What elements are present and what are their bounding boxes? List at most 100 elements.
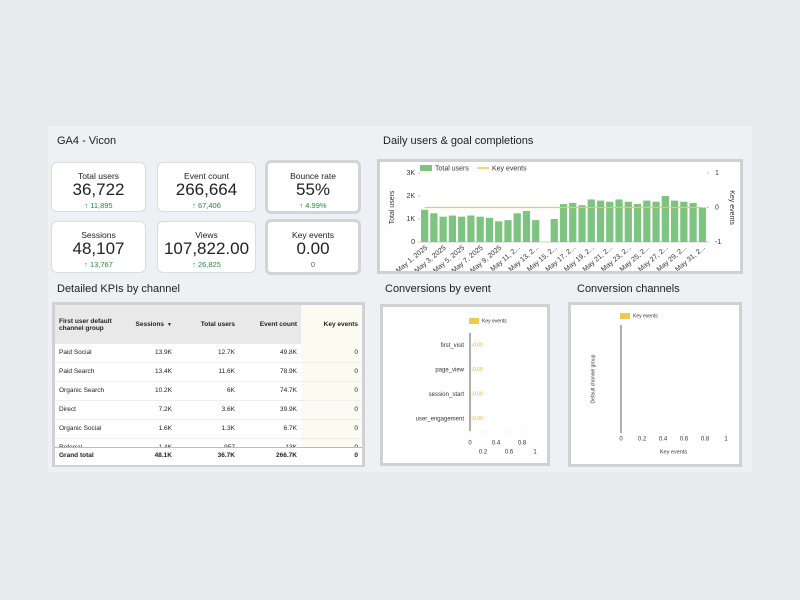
chart: Key events 0 0.2 0.4 0.6 0.8 1 Key events Defaul…: [590, 313, 728, 455]
bar: [559, 204, 568, 242]
x-tick-label: 1: [533, 450, 537, 456]
table-row: Referral1.4K95713K0: [55, 439, 362, 447]
x-tick-label: 0.2: [479, 450, 488, 456]
chart-card: Total users Key events Total users Key even…: [377, 159, 743, 274]
bar: [689, 202, 697, 242]
table-total-row: Grand total 48.1K 36.7K 266.7K 0: [55, 447, 362, 465]
bar: [615, 199, 623, 242]
y-tick-label: 2K: [406, 193, 415, 200]
kpi-label: Total users: [77, 171, 120, 181]
y-axis-label: Default channel group: [590, 354, 596, 403]
column-header[interactable]: First user default channel group: [55, 305, 121, 344]
legend-swatch: [620, 313, 630, 319]
y2-tick-label: 0: [715, 204, 719, 211]
x-tick-label: 0.2: [638, 437, 647, 443]
bar: [624, 201, 632, 242]
bar: [606, 201, 614, 242]
kpi-value: 36,722: [72, 180, 125, 199]
legend-label: Total users: [435, 165, 469, 172]
bar: [578, 205, 586, 242]
kpi-value: 107,822.00: [163, 239, 250, 258]
y-tick-label: session_start: [429, 392, 465, 398]
table-cell: 0: [301, 344, 362, 362]
table-body: Paid Social 13.9K 12.7K 49.8K 0 Paid Search 13…: [55, 344, 362, 447]
y-tick-label: 0: [411, 239, 415, 246]
column-header[interactable]: Sessions ▼: [121, 305, 176, 344]
table-cell: 0: [301, 401, 362, 419]
kpi-card: Bounce rate 55% ↑ 4.99%: [268, 163, 358, 211]
kpi-label: Sessions: [81, 230, 116, 240]
up-arrow-icon: ↑: [192, 201, 198, 210]
y-tick-label: 1K: [406, 216, 415, 223]
bar: [633, 204, 642, 242]
table-row: Direct 7.2K 3.6K 39.9K 0: [55, 401, 362, 420]
up-arrow-icon: ↑: [299, 201, 306, 210]
kpi-change: ↑ 11,895: [52, 201, 145, 210]
column-header[interactable]: Total users: [176, 305, 239, 344]
table-row: Organic Social 1.6K 1.3K 6.7K 0: [55, 420, 362, 439]
up-arrow-icon: ↑: [192, 260, 198, 269]
chart-card: Key events 0 0.2 0.4 0.6 0.8 1 Key events Defaul…: [568, 302, 742, 467]
y-tick-label: page_view: [435, 367, 464, 373]
kpi-label: Views: [195, 230, 218, 240]
bar: [421, 209, 429, 242]
column-header-text: Event count: [259, 321, 297, 328]
kpi-card: Sessions 48,107 ↑ 13,767: [52, 222, 145, 272]
bar: [680, 201, 688, 242]
kpi-comparison: 0: [310, 260, 316, 269]
y2-axis-label: Key events: [728, 190, 735, 225]
table-cell: Paid Social: [59, 349, 92, 356]
column-header[interactable]: Key events: [301, 305, 362, 344]
kpi-value: 48,107: [72, 239, 125, 258]
table-cell: 0: [301, 439, 362, 447]
up-arrow-icon: ↑: [84, 260, 90, 269]
table-cell: 74.7K: [280, 387, 297, 394]
chart-title: Conversion channels: [577, 283, 680, 295]
table-cell: 1.3K: [221, 425, 235, 432]
bar: [698, 207, 706, 242]
kpi-change-value: 4.99%: [305, 201, 327, 210]
chart-title: Conversions by event: [385, 283, 491, 295]
table-cell: 7.2K: [158, 406, 172, 413]
bar: [513, 213, 521, 242]
table-cell: Grand total: [59, 452, 94, 459]
table-row: Paid Search 13.4K 11.6K 78.9K 0: [55, 363, 362, 382]
table-cell: 0: [301, 420, 362, 438]
table-cell: 36.7K: [217, 452, 235, 459]
x-tick-label: 0.8: [518, 441, 527, 447]
x-tick-label: 0: [468, 441, 472, 447]
column-header-text: First user default channel group: [59, 317, 112, 332]
bar: [458, 216, 466, 242]
kpi-value: 55%: [295, 180, 331, 199]
chart: Total users Key events Total users Key even…: [389, 165, 735, 271]
column-header[interactable]: Event count: [239, 305, 301, 344]
y-tick-label: 3K: [406, 170, 415, 177]
table-cell: 13K: [239, 439, 301, 447]
table-cell: 1.6K: [158, 425, 172, 432]
table-cell: 10.2K: [155, 387, 172, 394]
sort-icon: ▼: [167, 321, 172, 328]
table-cell: 13.4K: [155, 368, 172, 375]
legend-label: Key events: [482, 318, 507, 324]
x-tick-label: 0.6: [680, 437, 689, 443]
bar: [643, 200, 651, 242]
y-tick-label: user_engagement: [416, 416, 465, 422]
bar: [522, 210, 531, 242]
kpi-card: Key events 0.00 0: [268, 222, 358, 272]
kpi-label: Key events: [291, 230, 335, 240]
bar: [569, 202, 577, 242]
chart-title: Daily users & goal completions: [383, 135, 534, 147]
table-cell: 49.8K: [280, 349, 297, 356]
column-header-text: Sessions: [135, 321, 165, 328]
legend-swatch: [469, 318, 479, 324]
chart: Key events 0 0.2 0.4 0.6 0.8 1 first_visit 0.00 p…: [416, 318, 537, 456]
table-header: First user default channel group Sessions…: [55, 305, 362, 344]
legend-label: Key events: [633, 313, 658, 319]
x-tick-label: 1: [724, 437, 728, 443]
bar: [430, 213, 438, 242]
table-cell: 12.7K: [218, 349, 235, 356]
bar: [661, 196, 669, 242]
table-cell: Organic Social: [59, 425, 102, 432]
column-header-text: Key events: [323, 321, 358, 328]
